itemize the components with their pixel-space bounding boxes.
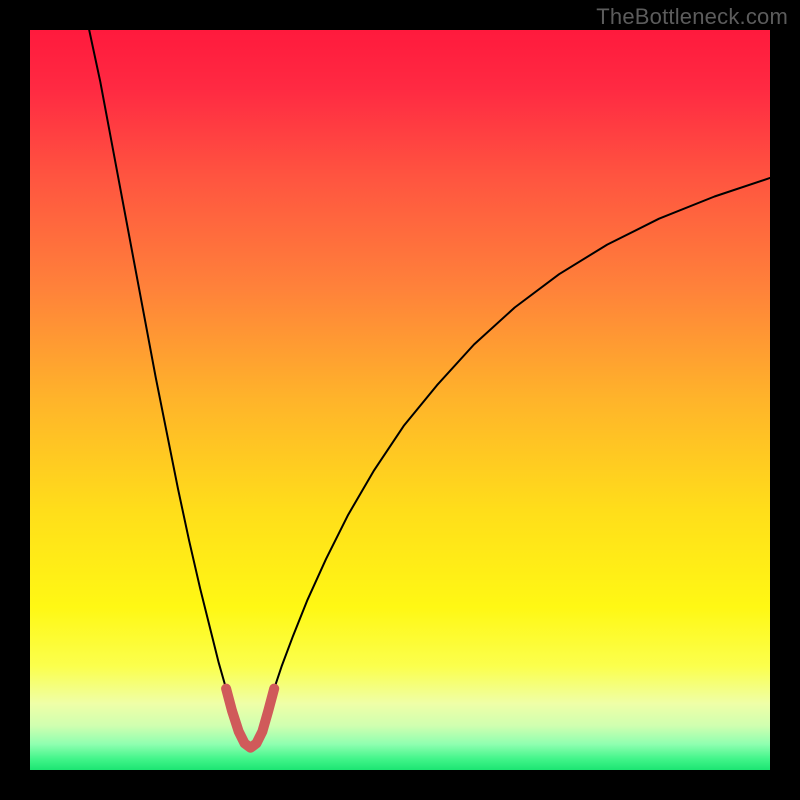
gradient-background	[30, 30, 770, 770]
chart-svg	[30, 30, 770, 770]
plot-container	[30, 30, 770, 770]
watermark-text: TheBottleneck.com	[596, 4, 788, 30]
